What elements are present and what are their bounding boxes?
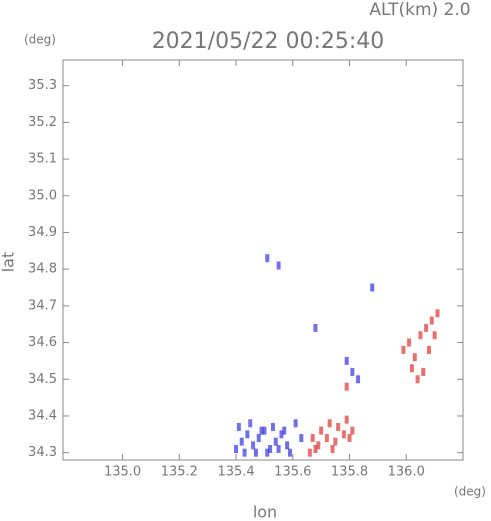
- echo-cell: [341, 430, 346, 439]
- echo-cell: [256, 433, 261, 442]
- x-tick-label: 135.2: [161, 465, 198, 480]
- echo-cell: [370, 283, 375, 292]
- echo-cell: [293, 419, 298, 428]
- echo-cell: [344, 415, 349, 424]
- x-axis-label: lon: [253, 503, 277, 521]
- echo-cell: [336, 422, 341, 431]
- echo-cell: [253, 448, 258, 457]
- echo-cell: [310, 433, 315, 442]
- y-tick-label: 34.6: [28, 335, 57, 350]
- echo-cell: [418, 331, 423, 340]
- echo-cell: [319, 426, 324, 435]
- echo-cell: [285, 441, 290, 450]
- echo-cell: [251, 441, 256, 450]
- echo-cell: [412, 353, 417, 362]
- echo-cell: [234, 444, 239, 453]
- x-unit: (deg): [454, 485, 486, 499]
- y-tick-label: 35.3: [28, 78, 57, 93]
- y-tick-label: 35.1: [28, 152, 57, 167]
- echo-cell: [307, 448, 312, 457]
- echo-cell: [421, 367, 426, 376]
- echo-cell: [347, 433, 352, 442]
- echo-cell: [401, 345, 406, 354]
- x-tick-label: 135.6: [274, 465, 311, 480]
- y-axis-label: lat: [0, 252, 18, 273]
- echo-cell: [313, 323, 318, 332]
- y-tick-label: 34.7: [28, 298, 57, 313]
- x-tick-label: 136.0: [388, 465, 425, 480]
- echo-cell: [313, 444, 318, 453]
- echo-cell: [262, 426, 267, 435]
- echo-cell: [344, 382, 349, 391]
- echo-cell: [324, 433, 329, 442]
- y-tick-label: 35.0: [28, 188, 57, 203]
- echo-cell: [350, 426, 355, 435]
- y-tick-label: 34.5: [28, 372, 57, 387]
- echo-cell: [248, 419, 253, 428]
- echo-cell: [245, 430, 250, 439]
- echo-cell: [330, 444, 335, 453]
- echo-cell: [276, 261, 281, 270]
- echo-cell: [239, 437, 244, 446]
- echo-cell: [415, 375, 420, 384]
- echo-cell: [429, 316, 434, 325]
- echo-cell: [356, 375, 361, 384]
- echo-cell: [265, 448, 270, 457]
- echo-cell: [236, 422, 241, 431]
- echo-cell: [273, 437, 278, 446]
- echo-cell: [333, 437, 338, 446]
- echo-cell: [316, 441, 321, 450]
- echo-cell: [344, 356, 349, 365]
- x-tick-label: 135.4: [217, 465, 254, 480]
- y-unit: (deg): [24, 33, 56, 47]
- echo-cell: [282, 426, 287, 435]
- echo-cell: [270, 422, 275, 431]
- echo-cell: [426, 345, 431, 354]
- echo-cell: [242, 448, 247, 457]
- y-tick-label: 35.2: [28, 115, 57, 130]
- subtitle: ALT(km) 2.0: [369, 0, 470, 20]
- echo-cell: [407, 338, 412, 347]
- plot-frame: [62, 59, 464, 461]
- echo-cell: [435, 309, 440, 318]
- echo-cell: [350, 367, 355, 376]
- echo-cell: [327, 419, 332, 428]
- echo-cell: [259, 426, 264, 435]
- echo-cell: [287, 448, 292, 457]
- echo-cell: [432, 331, 437, 340]
- x-tick-label: 135.8: [331, 465, 368, 480]
- chart-title: 2021/05/22 00:25:40: [152, 29, 385, 54]
- echo-cell: [276, 444, 281, 453]
- y-tick-label: 34.8: [28, 262, 57, 277]
- echo-cell: [409, 364, 414, 373]
- echo-cell: [299, 433, 304, 442]
- echo-cell: [268, 444, 273, 453]
- y-tick-label: 34.9: [28, 225, 57, 240]
- echo-cell: [265, 254, 270, 263]
- y-tick-label: 34.4: [28, 408, 57, 423]
- x-tick-label: 135.0: [104, 465, 141, 480]
- echo-cell: [279, 430, 284, 439]
- echo-cell: [424, 323, 429, 332]
- y-tick-label: 34.3: [28, 445, 57, 460]
